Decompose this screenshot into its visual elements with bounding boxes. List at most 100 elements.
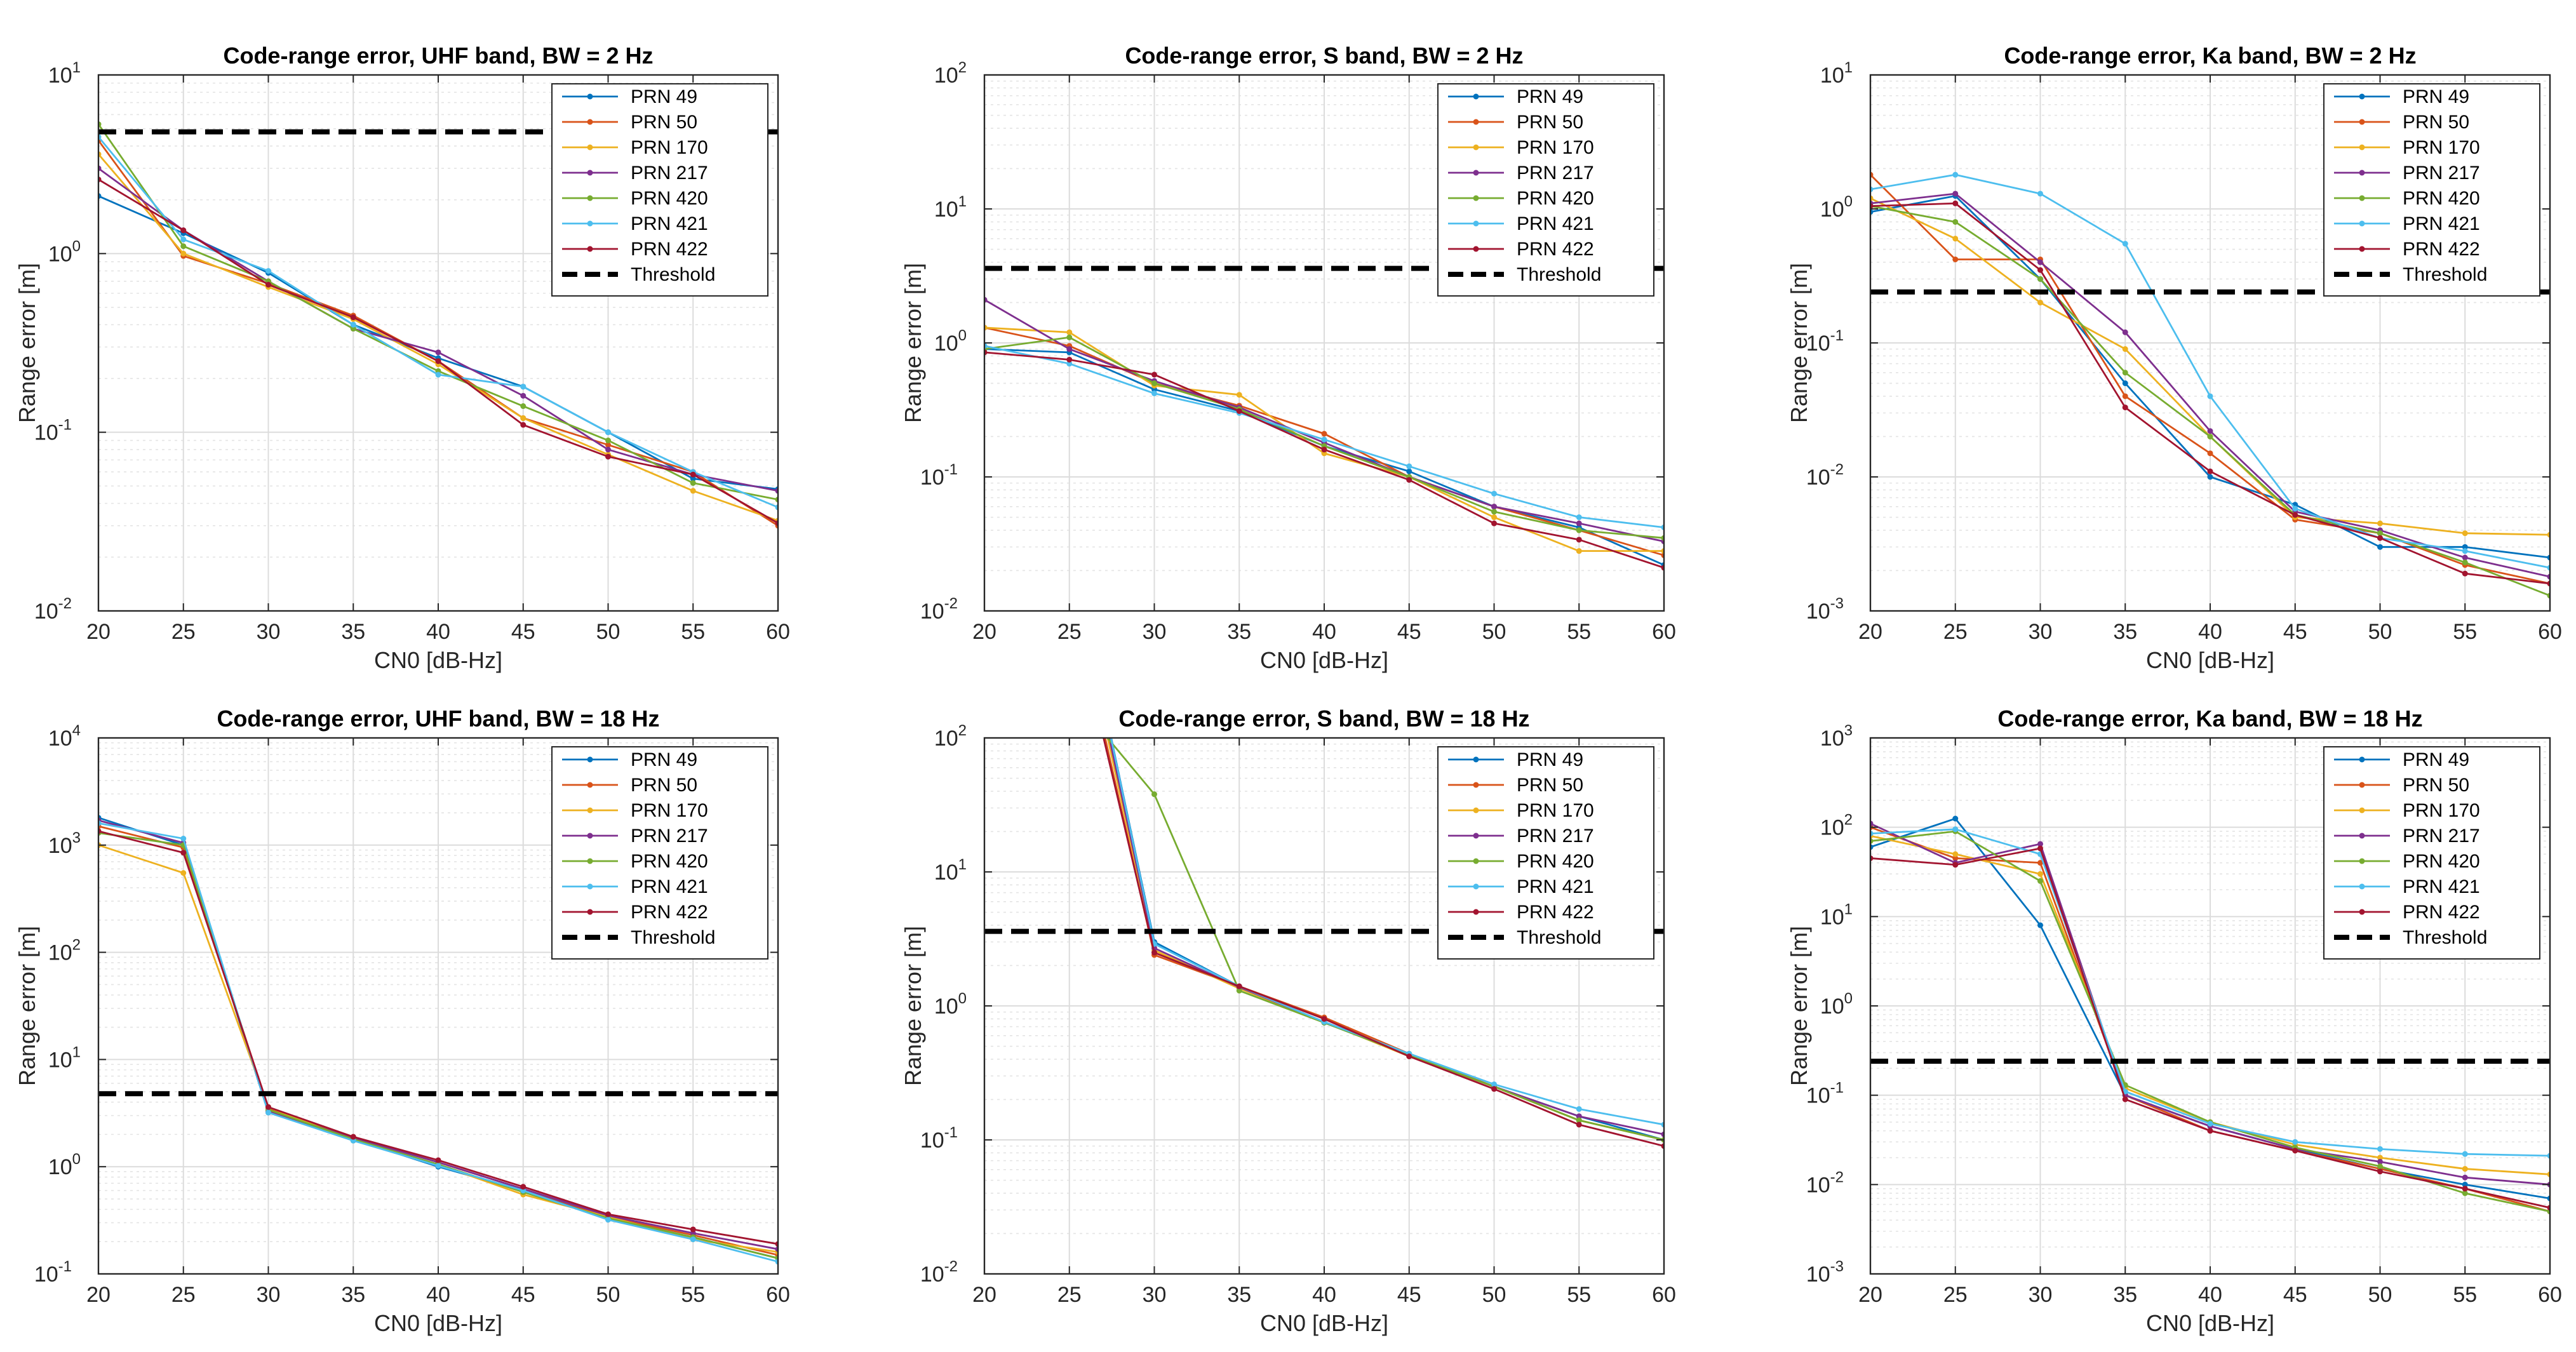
y-tick-exponent: 0 <box>72 1151 81 1168</box>
y-tick-base: 10 <box>1806 1262 1830 1287</box>
x-tick-label: 55 <box>1567 1283 1591 1307</box>
data-point <box>2462 1174 2468 1181</box>
legend-label: PRN 421 <box>631 876 708 897</box>
y-tick-exponent: -2 <box>944 595 958 612</box>
y-tick-base: 10 <box>1820 994 1844 1019</box>
legend-label: PRN 217 <box>631 826 708 847</box>
x-tick-label: 60 <box>766 620 790 644</box>
legend-marker <box>1473 909 1479 915</box>
x-tick-label: 40 <box>426 620 450 644</box>
y-tick-exponent: 0 <box>958 327 967 344</box>
x-tick-label: 25 <box>1943 620 1968 644</box>
data-point <box>2122 380 2128 387</box>
data-point <box>2037 871 2043 877</box>
data-point <box>1321 436 1327 443</box>
data-point <box>2377 1146 2383 1152</box>
data-point <box>520 392 527 399</box>
x-tick-label: 20 <box>1858 1283 1882 1307</box>
data-point <box>1576 1121 1582 1128</box>
legend-label: PRN 422 <box>631 902 708 923</box>
legend-marker <box>2359 909 2365 915</box>
data-point <box>1066 361 1073 367</box>
legend: PRN 49 PRN 50 PRN 170 PRN 217 PRN 420 PRN 421… <box>551 746 768 960</box>
x-tick-label: 60 <box>1652 620 1676 644</box>
legend-label: PRN 420 <box>631 851 708 872</box>
data-point <box>1952 851 1959 857</box>
x-axis-label: CN0 [dB-Hz] <box>2146 1310 2274 1336</box>
legend-marker <box>2359 246 2365 252</box>
y-tick-exponent: -1 <box>1830 327 1844 344</box>
x-tick-label: 40 <box>426 1283 450 1307</box>
data-point <box>2377 1168 2383 1175</box>
x-tick-label: 40 <box>2198 620 2222 644</box>
legend-label: PRN 170 <box>2403 800 2480 821</box>
data-point <box>265 268 271 274</box>
legend-marker <box>587 119 593 125</box>
legend-marker <box>2359 756 2365 763</box>
data-point <box>605 1217 611 1223</box>
data-point <box>1236 983 1242 989</box>
legend-marker <box>587 170 593 176</box>
data-point <box>2037 922 2043 928</box>
x-tick-label: 50 <box>1482 1283 1506 1307</box>
y-tick-base: 10 <box>1806 1084 1830 1108</box>
legend-label: PRN 421 <box>631 213 708 234</box>
legend-label: PRN 420 <box>1517 188 1594 209</box>
legend-label: PRN 422 <box>631 239 708 260</box>
y-tick-label: 10-1 <box>34 1258 72 1287</box>
x-tick-label: 55 <box>2453 620 2477 644</box>
data-point <box>2037 299 2043 305</box>
data-point <box>1321 431 1327 437</box>
legend-label: PRN 217 <box>631 163 708 184</box>
data-point <box>605 442 611 448</box>
data-point <box>2462 570 2468 577</box>
data-point <box>1491 520 1497 526</box>
y-tick-base: 10 <box>48 1155 72 1179</box>
x-tick-label: 50 <box>596 620 621 644</box>
y-tick-label: 102 <box>48 937 81 965</box>
legend-marker <box>1473 220 1479 227</box>
data-point <box>265 1104 271 1110</box>
series-group <box>98 815 778 1265</box>
data-point <box>2377 1155 2383 1161</box>
y-tick-base: 10 <box>934 994 958 1019</box>
series-line-prn-420 <box>1106 738 1664 1141</box>
data-point <box>2377 530 2383 537</box>
x-tick-label: 60 <box>766 1283 790 1307</box>
legend-label: PRN 420 <box>631 188 708 209</box>
legend: PRN 49 PRN 50 PRN 170 PRN 217 PRN 420 PRN 421… <box>2323 83 2540 297</box>
x-tick-label: 45 <box>1397 1283 1421 1307</box>
legend-marker <box>2359 220 2365 227</box>
legend-box <box>551 746 768 960</box>
data-point <box>180 243 187 250</box>
data-point <box>2377 1163 2383 1170</box>
x-tick-label: 35 <box>1227 620 1251 644</box>
data-point <box>2037 841 2043 847</box>
data-point <box>1321 446 1327 453</box>
y-tick-label: 10-3 <box>1806 595 1844 624</box>
data-point <box>2462 548 2468 554</box>
data-point <box>2037 276 2043 282</box>
data-point <box>350 1134 356 1140</box>
y-tick-exponent: -2 <box>58 595 72 612</box>
legend-label: PRN 170 <box>631 800 708 821</box>
legend-marker <box>1473 195 1479 201</box>
y-tick-exponent: -3 <box>1830 595 1844 612</box>
y-tick-exponent: 0 <box>1844 990 1853 1007</box>
y-tick-base: 10 <box>920 599 944 624</box>
x-tick-label: 20 <box>86 620 111 644</box>
data-point <box>1236 987 1242 994</box>
data-point <box>520 403 527 410</box>
legend-marker <box>2359 170 2365 176</box>
y-tick-label: 104 <box>48 722 81 751</box>
legend-label: PRN 49 <box>1517 749 1583 770</box>
data-point <box>1491 509 1497 515</box>
x-tick-label: 45 <box>511 1283 535 1307</box>
y-tick-exponent: 3 <box>72 829 81 847</box>
data-point <box>690 1226 696 1233</box>
legend-marker <box>1473 858 1479 864</box>
legend-marker <box>2359 807 2365 813</box>
legend-label: PRN 49 <box>2403 749 2469 770</box>
data-point <box>1406 468 1412 474</box>
